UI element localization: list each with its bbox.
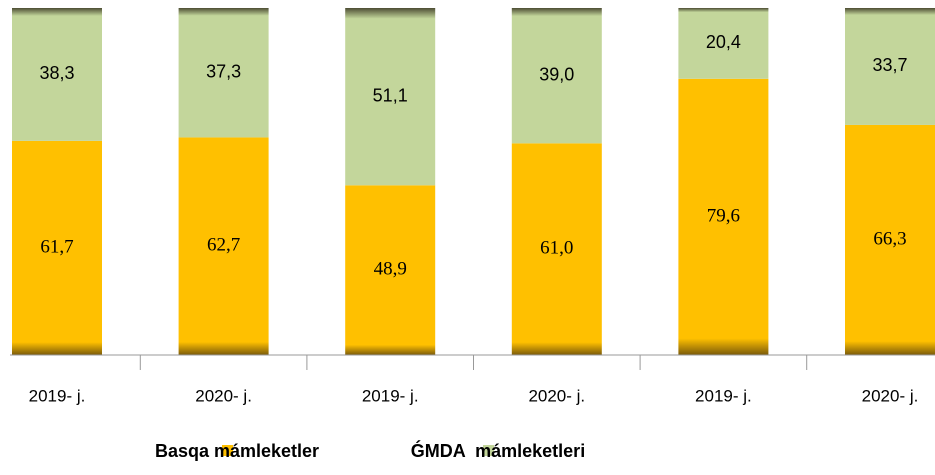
bar-segment (178, 8, 269, 138)
x-tick-label: 2020- j. (862, 386, 919, 405)
x-tick-label: 2020- j. (528, 386, 585, 405)
bar-segment (12, 8, 102, 141)
value-label: 48,9 (374, 259, 407, 280)
bar-segment (678, 8, 769, 79)
legend-swatch (222, 445, 233, 456)
bar-segment (178, 137, 269, 355)
bar-segment (511, 143, 602, 355)
bar-segment (12, 140, 102, 355)
value-label: 66,3 (873, 228, 906, 249)
bar-segment (678, 78, 769, 356)
value-label: 37,3 (206, 61, 241, 81)
legend-label: Basqa mámleketler (155, 441, 319, 461)
x-tick-label: 2019- j. (362, 386, 419, 405)
x-tick-label: 2020- j. (195, 386, 252, 405)
value-label: 39,0 (539, 64, 574, 84)
value-label: 33,7 (872, 55, 907, 75)
bar-segment (345, 8, 436, 186)
value-label: 61,7 (40, 236, 73, 257)
value-label: 20,4 (706, 32, 741, 52)
bar-segment (845, 124, 935, 356)
bar-segment (511, 8, 602, 144)
x-tick-label: 2019- j. (29, 386, 86, 405)
bar-segment (845, 8, 935, 125)
value-label: 61,0 (540, 238, 573, 259)
value-label: 51,1 (373, 85, 408, 105)
legend-label: ǴMDA mámleketleri (411, 440, 585, 461)
value-label: 38,3 (39, 63, 74, 83)
x-tick-label: 2019- j. (695, 386, 752, 405)
value-label: 62,7 (207, 235, 240, 256)
value-label: 79,6 (707, 205, 740, 226)
bar-segment (345, 185, 436, 355)
legend-swatch (483, 445, 494, 456)
